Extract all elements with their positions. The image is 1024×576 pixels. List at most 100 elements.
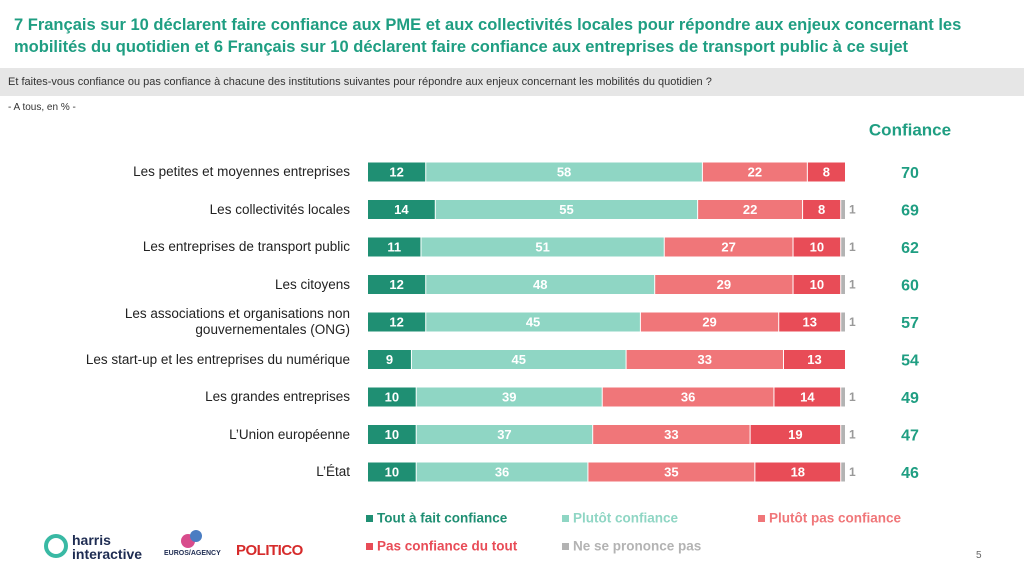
bar-segment <box>841 462 845 482</box>
category-label: L’Union européenne <box>229 426 350 442</box>
bar-segment <box>841 425 845 444</box>
category-label: Les collectivités locales <box>209 201 350 217</box>
question-band <box>0 68 1024 96</box>
bar-segment <box>783 350 845 369</box>
value-label: 22 <box>748 164 762 179</box>
bar-segment <box>750 425 841 444</box>
category-label: Les grandes entreprises <box>205 389 350 404</box>
legend-label: Plutôt pas confiance <box>769 511 902 526</box>
total-value: 60 <box>901 278 919 295</box>
bar-segment <box>702 162 807 182</box>
bar-segment <box>664 237 793 257</box>
value-label: 36 <box>681 389 695 404</box>
value-label: 27 <box>721 239 735 254</box>
legend-swatch <box>562 515 569 522</box>
base-note: - A tous, en % - <box>8 102 76 113</box>
total-value: 46 <box>901 465 919 482</box>
bar-segment <box>841 200 845 219</box>
bar-segment <box>368 275 426 294</box>
value-label: 39 <box>502 389 516 404</box>
value-label: 51 <box>535 239 549 254</box>
bar-segment <box>416 387 602 407</box>
category-label: Les citoyens <box>274 276 350 292</box>
bar-segment <box>416 425 593 444</box>
value-label: 29 <box>702 314 716 329</box>
logo-euros: EUROS/AGENCY <box>164 550 221 557</box>
value-label: 22 <box>743 202 757 217</box>
value-label: 33 <box>664 427 678 442</box>
value-label: 14 <box>800 389 815 404</box>
category-label: Les start-up et les entreprises du numér… <box>85 351 350 367</box>
bar-segment <box>368 237 421 257</box>
bar-segment <box>368 350 411 369</box>
value-label: 12 <box>389 164 403 179</box>
value-label: 29 <box>717 277 731 292</box>
bar-segment <box>421 237 664 257</box>
legend-swatch <box>758 515 765 522</box>
legend-swatch <box>366 515 373 522</box>
value-label: 36 <box>495 464 509 479</box>
value-label: 8 <box>823 164 830 179</box>
total-value: 54 <box>901 353 919 370</box>
bar-segment <box>793 275 841 294</box>
bar-segment <box>841 237 845 257</box>
bar-segment <box>626 350 783 369</box>
value-label: 10 <box>810 239 824 254</box>
bar-segment <box>774 387 841 407</box>
value-label: 58 <box>557 164 571 179</box>
bar-segment <box>655 275 793 294</box>
category-label: L’État <box>316 464 350 479</box>
category-label: Les entreprises de transport public <box>142 239 350 254</box>
bar-segment <box>755 462 841 482</box>
value-label: 13 <box>807 352 821 367</box>
bar-segment <box>779 312 841 332</box>
bar-segment <box>368 312 426 332</box>
value-label: 12 <box>389 277 403 292</box>
logo-harris: harris interactive <box>72 533 142 561</box>
value-label: 45 <box>512 352 526 367</box>
bar-segment <box>841 387 845 407</box>
bar-segment <box>416 462 588 482</box>
value-label: 1 <box>849 278 856 292</box>
legend-label: Plutôt confiance <box>573 511 678 526</box>
value-label: 1 <box>849 315 856 329</box>
bar-segment <box>588 462 755 482</box>
total-value: 49 <box>901 390 919 407</box>
bar-segment <box>841 275 845 294</box>
bar-segment <box>841 312 845 332</box>
bar-segment <box>426 162 702 182</box>
bar-segment <box>593 425 750 444</box>
bar-segment <box>368 462 416 482</box>
logo-text: interactive <box>72 546 143 562</box>
legend-label: Tout à fait confiance <box>377 511 508 526</box>
logo-icon <box>190 530 202 542</box>
bar-segment <box>698 200 803 219</box>
value-label: 14 <box>394 202 409 217</box>
bar-segment <box>368 387 416 407</box>
value-label: 1 <box>849 203 856 217</box>
value-label: 10 <box>385 464 399 479</box>
value-label: 18 <box>791 464 805 479</box>
value-label: 13 <box>802 314 816 329</box>
total-value: 57 <box>901 315 919 332</box>
bar-segment <box>368 162 426 182</box>
value-label: 1 <box>849 465 856 479</box>
bar-segment <box>435 200 698 219</box>
value-label: 11 <box>387 239 401 254</box>
bar-segment <box>807 162 845 182</box>
legend-swatch <box>562 543 569 550</box>
value-label: 1 <box>849 390 856 404</box>
total-value: 62 <box>901 240 919 257</box>
value-label: 45 <box>526 314 540 329</box>
value-label: 48 <box>533 277 547 292</box>
value-label: 19 <box>788 427 802 442</box>
page-number: 5 <box>976 550 982 561</box>
category-label: Les associations et organisations non go… <box>124 306 350 337</box>
legend-swatch <box>366 543 373 550</box>
logo-politico: POLITICO <box>236 542 303 559</box>
bar-segment <box>411 350 626 369</box>
total-value: 47 <box>901 428 919 445</box>
value-label: 8 <box>818 202 825 217</box>
